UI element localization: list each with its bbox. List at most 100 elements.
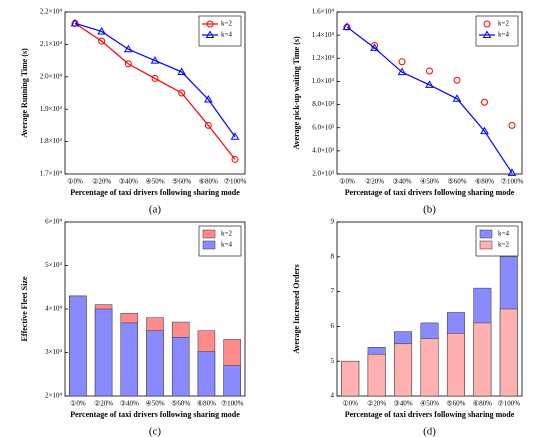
x-tick-label: ③40%	[392, 178, 411, 186]
bar	[341, 360, 360, 397]
bar	[146, 330, 164, 397]
y-tick-label: 6×10⁴	[45, 218, 62, 226]
point	[398, 58, 406, 66]
series-line	[74, 22, 236, 160]
point	[150, 56, 160, 64]
y-tick-label: 8	[331, 252, 335, 260]
x-tick-label: ⑤60%	[171, 400, 190, 408]
y-tick-label: 4×10⁴	[45, 305, 62, 313]
x-tick-label: ④50%	[145, 400, 164, 408]
x-tick-label: ③40%	[394, 400, 413, 408]
legend-swatch	[479, 240, 493, 250]
point	[97, 26, 107, 35]
x-tick-label: ⑦100%	[501, 178, 524, 186]
y-axis-label: Average pick-up waiting Time (s)	[292, 36, 301, 150]
point	[204, 121, 212, 129]
bar	[394, 343, 413, 397]
x-tick-label: ⑦100%	[224, 178, 247, 186]
x-tick-label: ④50%	[145, 178, 164, 186]
legend-label: k=4	[221, 241, 232, 249]
point	[231, 155, 239, 163]
y-tick-label: 1.9×10⁴	[40, 105, 63, 113]
y-tick-label: 6	[331, 322, 335, 330]
point	[203, 94, 213, 103]
x-axis-label: Percentage of taxi drivers following sha…	[345, 410, 515, 419]
x-tick-label: ②20%	[92, 178, 111, 186]
series-line	[74, 22, 236, 138]
y-tick-label: 1.6×10⁴	[312, 8, 335, 16]
y-tick-label: 3×10⁴	[45, 348, 62, 356]
x-tick-label: ②20%	[367, 400, 386, 408]
y-tick-label: 1.2×10⁴	[312, 54, 335, 62]
y-tick-label: 5	[331, 357, 335, 365]
x-tick-label: ①0%	[342, 400, 358, 408]
y-tick-label: 8.0×10³	[312, 100, 334, 108]
y-tick-label: 1.4×10⁴	[312, 31, 335, 39]
y-tick-label: 2.1×10⁴	[40, 40, 63, 48]
x-axis-label: Percentage of taxi drivers following sha…	[70, 410, 240, 419]
point	[70, 18, 80, 27]
legend-box	[475, 15, 519, 47]
bar	[197, 351, 216, 397]
point	[151, 74, 159, 82]
series-line	[346, 26, 513, 174]
point	[124, 60, 132, 68]
legend-label: k=2	[221, 230, 232, 238]
x-tick-label: ①0%	[70, 400, 86, 408]
legend-label: k=4	[221, 31, 232, 39]
x-tick-label: ⑥80%	[473, 400, 492, 408]
point	[453, 76, 461, 84]
y-axis-label: Effective Fleet Size	[20, 276, 29, 341]
x-tick-label: ①0%	[67, 178, 83, 186]
point	[370, 43, 379, 51]
legend-marker	[206, 20, 214, 28]
legend-marker	[482, 30, 492, 38]
point	[123, 44, 133, 53]
panel-caption: (a)	[149, 204, 162, 216]
bar	[473, 322, 492, 397]
legend-label: k=2	[221, 20, 232, 28]
x-tick-label: ③40%	[120, 400, 139, 408]
y-tick-label: 2.2×10⁴	[40, 8, 63, 16]
point	[177, 67, 187, 75]
y-axis-label: Average Increased Orders	[292, 264, 301, 353]
x-tick-label: ①0%	[339, 178, 355, 186]
legend-marker	[205, 30, 215, 38]
plot-frame	[64, 11, 246, 175]
x-axis-label: Percentage of taxi drivers following sha…	[70, 188, 240, 197]
y-tick-label: 1.7×10⁴	[40, 170, 63, 178]
legend-swatch	[202, 229, 216, 239]
point	[230, 132, 240, 140]
bar	[499, 308, 518, 397]
bar	[446, 333, 465, 397]
bar	[94, 308, 113, 397]
point	[98, 37, 106, 45]
bar	[69, 295, 87, 397]
x-tick-label: ⑤60%	[172, 178, 191, 186]
point	[507, 168, 517, 176]
y-tick-label: 2×10⁴	[45, 392, 62, 400]
y-tick-label: 2.0×10³	[312, 170, 334, 178]
x-axis-label: Percentage of taxi drivers following sha…	[345, 188, 515, 197]
point	[425, 80, 434, 88]
legend-box	[198, 15, 242, 47]
bar	[171, 337, 190, 397]
x-tick-label: ⑥80%	[475, 178, 494, 186]
panel-caption: (b)	[423, 204, 436, 216]
y-tick-label: 1.0×10⁴	[312, 77, 335, 85]
y-tick-label: 7	[331, 287, 335, 295]
x-tick-label: ⑦100%	[497, 400, 520, 408]
y-tick-label: 9	[331, 218, 335, 226]
x-tick-label: ⑤60%	[447, 178, 466, 186]
y-tick-label: 4.0×10³	[312, 146, 334, 154]
x-tick-label: ②20%	[365, 178, 384, 186]
y-tick-label: 1.8×10⁴	[40, 137, 63, 145]
point	[178, 89, 186, 97]
legend-label: k=2	[498, 241, 509, 249]
point	[397, 67, 407, 76]
x-tick-label: ②20%	[94, 400, 113, 408]
panel-caption: (d)	[423, 426, 436, 437]
legend-swatch	[202, 240, 216, 250]
point	[426, 67, 433, 75]
legend-label: k=4	[498, 230, 509, 238]
